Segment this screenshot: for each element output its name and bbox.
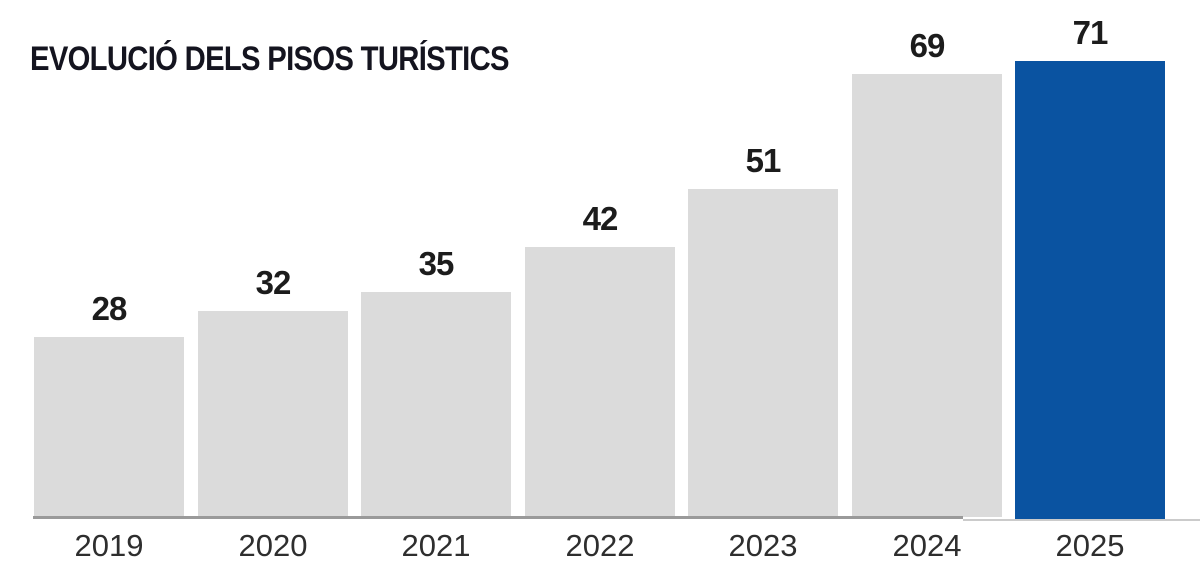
x-tick-label: 2022 <box>565 528 635 563</box>
bar-value-label: 35 <box>418 245 455 282</box>
bar-2023 <box>688 189 838 517</box>
bar-value-label: 42 <box>582 200 619 237</box>
bar-2022 <box>525 247 675 517</box>
bar-value-label: 71 <box>1072 14 1109 51</box>
x-axis-line-extension <box>963 519 1200 521</box>
bar-value-label: 32 <box>255 264 292 301</box>
x-tick-label: 2019 <box>74 528 144 563</box>
bar-value-label: 28 <box>91 290 128 327</box>
x-tick-label: 2025 <box>1055 528 1125 563</box>
chart-title: EVOLUCIÓ DELS PISOS TURÍSTICS <box>30 40 510 78</box>
bar-2019 <box>34 337 184 517</box>
bar-2020 <box>198 311 348 517</box>
bar-2021 <box>361 292 511 517</box>
x-axis-line <box>33 516 963 519</box>
bar-2025 <box>1015 61 1165 519</box>
x-tick-label: 2020 <box>238 528 308 563</box>
x-tick-label: 2024 <box>892 528 962 563</box>
bar-2024 <box>852 74 1002 517</box>
bar-value-label: 51 <box>745 142 782 179</box>
x-tick-label: 2021 <box>401 528 471 563</box>
bar-value-label: 69 <box>909 27 946 64</box>
x-tick-label: 2023 <box>728 528 798 563</box>
